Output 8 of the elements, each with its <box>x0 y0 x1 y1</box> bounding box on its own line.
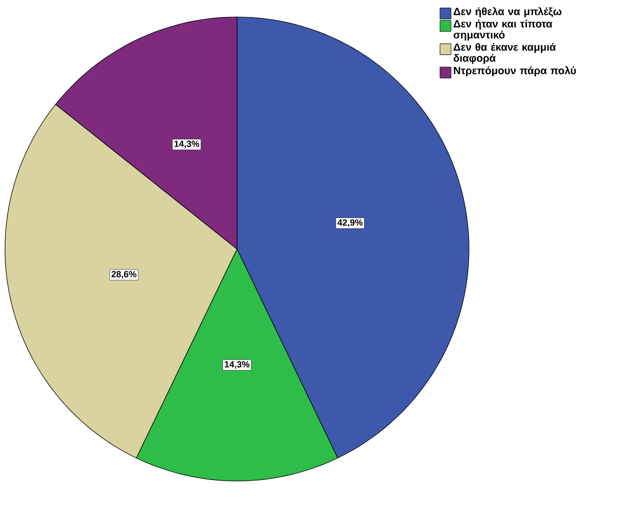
legend-label: Δεν ήθελα να μπλέξω <box>454 7 562 18</box>
data-label: 14,3% <box>224 361 250 369</box>
data-label: 28,6% <box>111 270 136 279</box>
legend-label: Ντρεπόμουν πάρα πολύ <box>454 66 576 76</box>
data-label: 42,9% <box>337 219 363 228</box>
legend-label: Δεν θα έκανε καμμιά διαφορά <box>454 42 556 64</box>
data-label: 14,3% <box>174 140 200 148</box>
legend-label: Δεν ήταν και τίποτα σημαντικό <box>454 20 552 41</box>
